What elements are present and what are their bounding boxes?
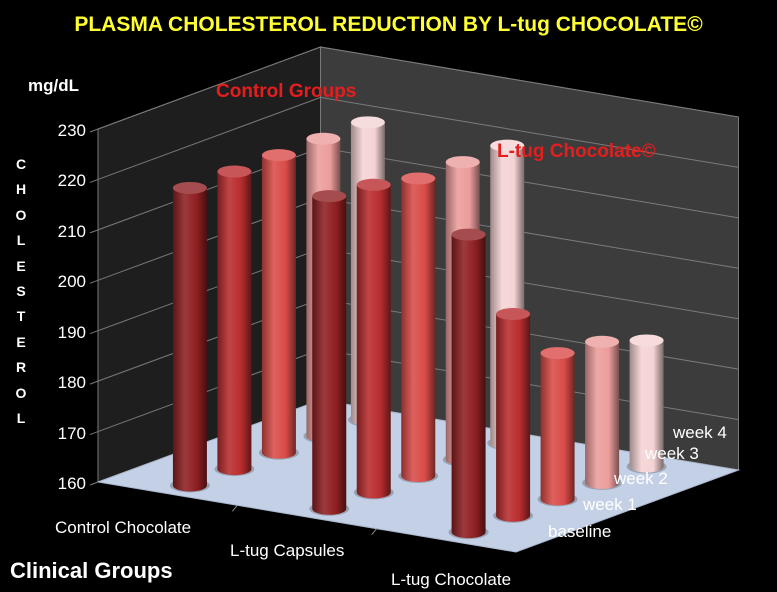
bar	[169, 181, 210, 493]
gridline	[97, 46, 739, 130]
annotation-control-groups: Control Groups	[216, 81, 357, 102]
y-tick-label: 230	[57, 121, 86, 140]
y-tick-mark	[89, 279, 99, 284]
y-tick-label: 170	[57, 423, 86, 443]
x-tick-mark	[231, 505, 238, 512]
x-tick-mark	[371, 528, 378, 535]
bar	[493, 308, 534, 523]
series-label: week 4	[673, 423, 727, 442]
y-tick-mark	[89, 330, 99, 335]
y-tick-mark	[89, 481, 99, 486]
bar	[214, 165, 255, 477]
annotation-ltug-chocolate: L-tug Chocolate©	[497, 141, 656, 162]
chart-title: PLASMA CHOLESTEROL REDUCTION BY L-tug CH…	[74, 13, 703, 36]
bar	[448, 228, 489, 540]
series-label: week 2	[614, 469, 668, 488]
gridline	[97, 96, 739, 180]
y-tick-mark	[89, 128, 99, 133]
y-tick-label: 220	[57, 171, 86, 191]
x-tick-label: Control Chocolate	[55, 518, 192, 537]
bar	[537, 347, 578, 507]
y-tick-label: 210	[57, 221, 86, 241]
bar	[353, 178, 394, 500]
series-label: baseline	[548, 522, 612, 541]
bar	[309, 190, 350, 516]
bar	[258, 149, 299, 460]
bar	[626, 334, 667, 474]
y-tick-label: 200	[57, 272, 86, 292]
series-label: week 3	[645, 444, 699, 463]
series-label: week 1	[583, 495, 637, 514]
y-tick-mark	[89, 380, 99, 385]
y-tick-label: 160	[57, 474, 86, 493]
x-axis-title: Clinical Groups	[10, 558, 173, 583]
y-tick-mark	[89, 178, 99, 183]
y-axis-unit: mg/dL	[28, 76, 79, 95]
bar	[582, 335, 623, 490]
bar	[398, 172, 439, 483]
x-tick-label: L-tug Capsules	[230, 541, 345, 560]
y-tick-mark	[89, 229, 99, 234]
y-tick-label: 190	[57, 322, 86, 342]
y-tick-mark	[89, 431, 99, 436]
chart-bars	[169, 116, 667, 540]
y-tick-label: 180	[57, 373, 86, 393]
x-tick-label: L-tug Chocolate	[391, 570, 512, 589]
